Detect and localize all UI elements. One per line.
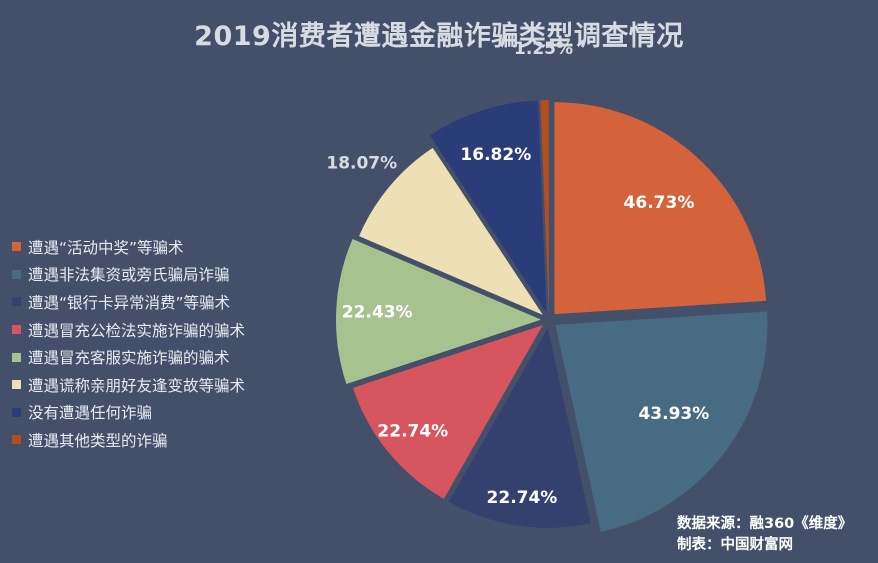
slice-value-label: 16.82% [460,145,531,165]
legend-item: 遭遇非法集资或旁氏骗局诈骗 [12,261,245,289]
legend-swatch [12,435,21,445]
pie-slice-1 [554,102,767,315]
source-note: 数据来源：融360《维度》 制表：中国财富网 [677,514,852,556]
pie-slice-8 [540,100,549,313]
legend-swatch [12,325,21,335]
legend-label: 遭遇非法集资或旁氏骗局诈骗 [28,266,230,285]
legend-item: 遭遇冒充公检法实施诈骗的骗术 [12,316,245,344]
legend-swatch [12,269,21,279]
pie-slice-5 [336,238,542,384]
legend-label: 遭遇冒充公检法实施诈骗的骗术 [28,321,246,340]
legend-item: 遭遇其他类型的诈骗 [12,426,245,454]
legend-item: 遭遇“银行卡异常消费”等骗术 [12,288,245,316]
legend-item: 遭遇谎称亲朋好友逢变故等骗术 [12,371,245,399]
legend-swatch [12,242,21,252]
slice-value-label: 18.07% [326,154,397,174]
legend-label: 遭遇其他类型的诈骗 [28,431,168,450]
legend-swatch [12,297,21,307]
legend-swatch [12,380,21,390]
legend-swatch [12,407,21,417]
slice-value-label: 46.73% [624,193,695,213]
legend-item: 遭遇冒充客服实施诈骗的骗术 [12,343,245,371]
legend-label: 遭遇冒充客服实施诈骗的骗术 [28,349,230,368]
slice-value-label: 1.25% [514,39,573,59]
credit-line: 制表：中国财富网 [677,537,793,553]
chart-legend: 遭遇“活动中奖”等骗术遭遇非法集资或旁氏骗局诈骗 遭遇“银行卡异常消费”等骗术 遭遇… [12,233,245,454]
chart-title: 2019消费者遭遇金融诈骗类型调查情况 [194,21,684,52]
legend-swatch [12,352,21,362]
legend-label: 遭遇谎称亲朋好友逢变故等骗术 [28,376,246,395]
slice-value-label: 22.43% [342,303,413,323]
pie-slice-4 [352,325,543,499]
legend-label: 遭遇“银行卡异常消费”等骗术 [28,293,231,312]
pie-slice-7 [429,100,547,313]
legend-item: 没有遭遇任何诈骗 [12,399,245,427]
source-line: 数据来源：融360《维度》 [677,516,853,532]
legend-label: 没有遭遇任何诈骗 [28,404,153,423]
pie-slice-6 [359,147,543,315]
slice-value-label: 22.74% [487,488,558,508]
legend-label: 遭遇“活动中奖”等骗术 [28,238,184,257]
pie-slice-3 [448,327,591,528]
legend-item: 遭遇“活动中奖”等骗术 [12,233,245,261]
slice-value-label: 43.93% [638,404,709,424]
slice-value-label: 22.74% [377,422,448,442]
pie-slice-2 [555,311,768,532]
